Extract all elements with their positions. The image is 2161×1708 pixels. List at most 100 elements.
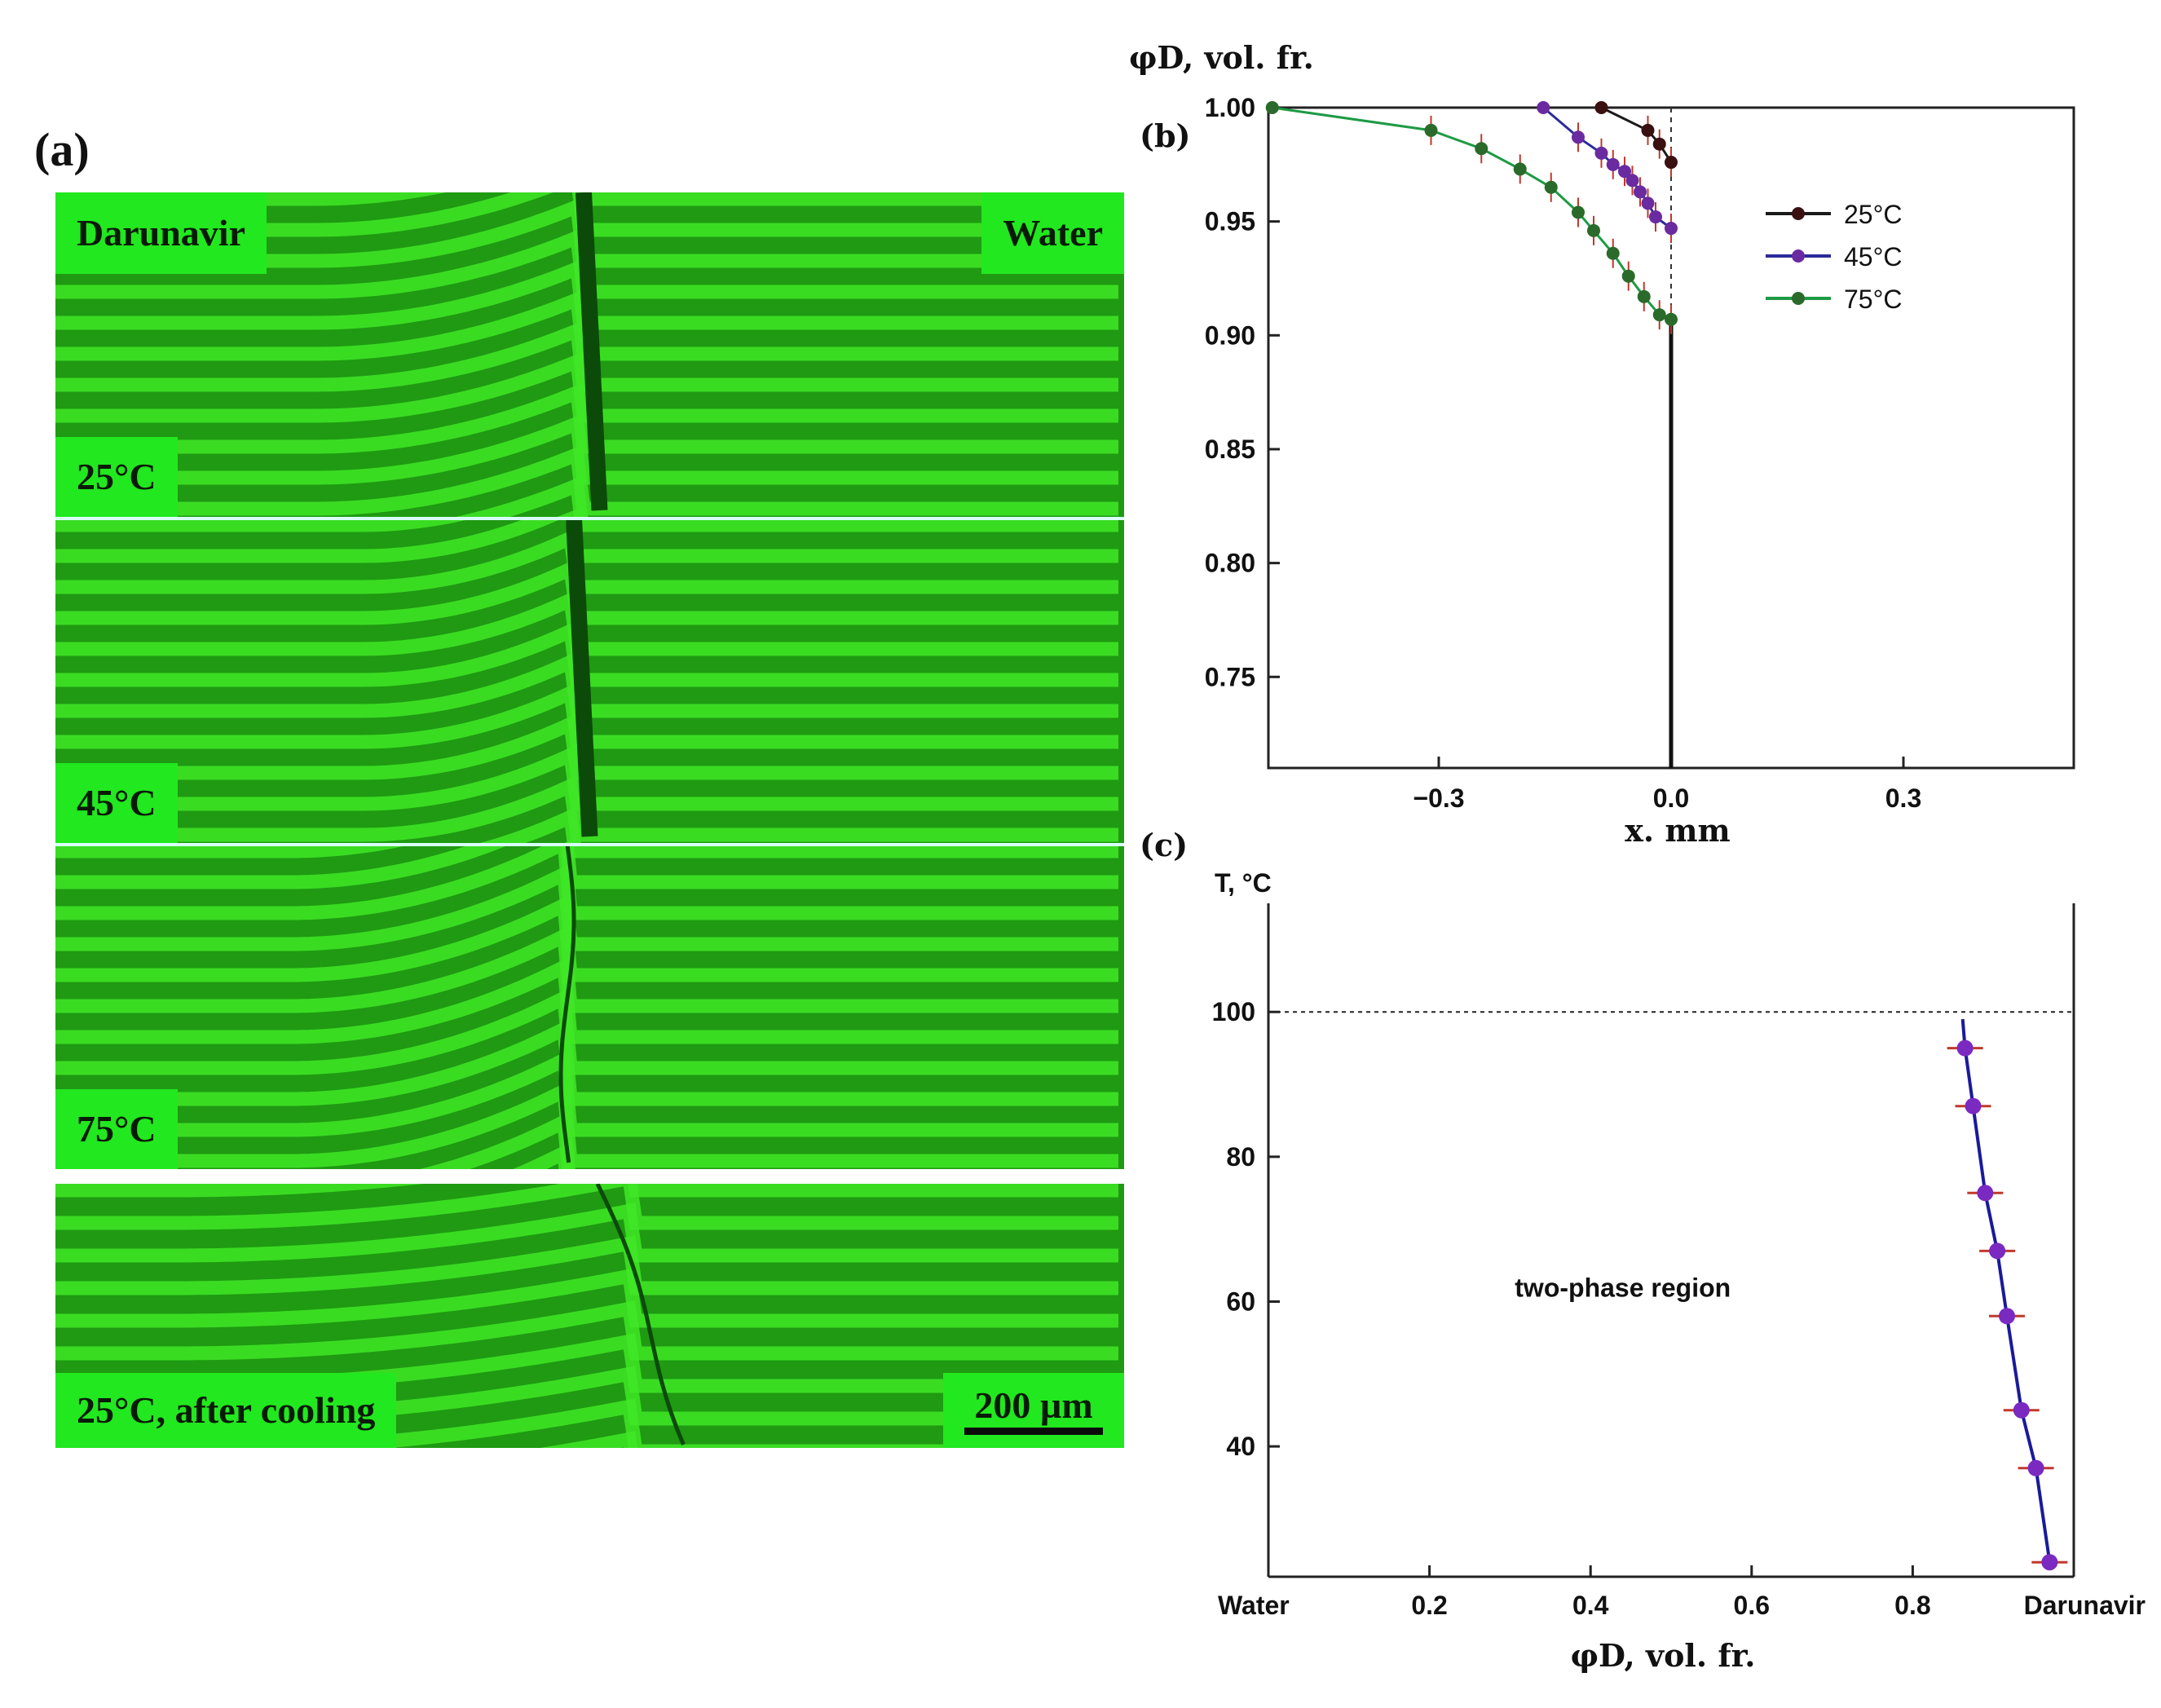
panel-c-xtick-label: 0.4 xyxy=(1572,1591,1609,1620)
interferogram-strip xyxy=(55,845,1124,1169)
fringe-line xyxy=(55,956,1118,1044)
panel-c-point xyxy=(1989,1242,2006,1260)
panel-c-letter: (c) xyxy=(1140,827,1188,863)
panel-b-point xyxy=(1625,174,1639,188)
panel-c-ylabel: T, °C xyxy=(1215,868,1272,898)
panel-c-point xyxy=(2013,1401,2030,1419)
fringe-image xyxy=(55,1184,1118,1448)
panel-b-series-line xyxy=(1272,106,1672,321)
fringe-line xyxy=(55,519,1118,563)
panel-b-point xyxy=(1537,101,1550,114)
fringe-line xyxy=(55,845,1118,858)
scale-bar-label: 200 µm xyxy=(943,1373,1124,1448)
panel-b-legend-marker xyxy=(1792,249,1805,263)
panel-b-point xyxy=(1652,308,1666,322)
panel-b-point xyxy=(1637,289,1651,303)
fringe-line xyxy=(55,1268,1118,1328)
panel-b-ytick-label: 0.75 xyxy=(1205,662,1255,691)
panel-c-ytick-label: 40 xyxy=(1226,1432,1255,1461)
panel-c-ytick-label: 80 xyxy=(1226,1142,1255,1172)
panel-c-xtick-label: Darunavir xyxy=(2024,1591,2146,1620)
panel-b-xtick-label: 0.0 xyxy=(1653,783,1689,813)
panel-b-point xyxy=(1475,142,1488,156)
scale-bar-text: 200 µm xyxy=(974,1384,1093,1426)
fringe-line xyxy=(55,1235,1118,1295)
temperature-label: 45°C xyxy=(55,763,178,843)
fringe-line xyxy=(55,413,1118,485)
panel-b-legend-label: 25°C xyxy=(1844,200,1903,229)
fringe-line xyxy=(540,1431,638,1448)
panel-b-xlabel: x. mm xyxy=(1625,812,1731,849)
fringe-line xyxy=(55,1048,1118,1137)
fringe-line xyxy=(55,845,1118,889)
label-darunavir: Darunavir xyxy=(55,192,267,274)
panel-b-point xyxy=(1621,269,1635,283)
panel-b-ylabel: φD, vol. fr. xyxy=(1129,39,1314,76)
fringe-line xyxy=(55,845,1118,920)
scale-bar-line xyxy=(964,1427,1103,1435)
fringe-line xyxy=(55,1079,1118,1168)
fringe-line xyxy=(55,1203,1118,1263)
panel-b-point xyxy=(1665,312,1678,326)
fringe-line xyxy=(55,519,1118,532)
interface-boundary xyxy=(576,192,608,511)
panel-b-point xyxy=(1265,101,1279,114)
panel-c-ytick-label: 60 xyxy=(1226,1287,1255,1316)
temperature-label: 25°C xyxy=(55,437,178,517)
panel-b-point xyxy=(1424,123,1438,137)
panel-b-point xyxy=(1649,210,1662,224)
interferogram-strip xyxy=(55,519,1124,843)
temperature-label: 25°C, after cooling xyxy=(55,1373,397,1448)
panel-b-point xyxy=(1665,222,1678,236)
interferogram-panel: 25°C 45°C 75°C 25°C, after cooling Darunavir… xyxy=(55,192,1124,1448)
panel-b-legend-marker xyxy=(1792,207,1805,220)
panel-b-point xyxy=(1606,157,1620,171)
fringe-line xyxy=(55,1184,1118,1198)
panel-b-letter: (b) xyxy=(1140,117,1191,154)
strip-separator xyxy=(55,517,1124,520)
interface-boundary xyxy=(595,1184,686,1445)
panel-b-point xyxy=(1572,205,1585,219)
panel-b-ytick-label: 1.00 xyxy=(1205,93,1255,122)
panel-b-ytick-label: 0.90 xyxy=(1205,320,1255,350)
fringe-line xyxy=(55,1017,1118,1106)
fringe-image xyxy=(55,845,1118,1169)
panel-b-series-line xyxy=(1600,106,1673,163)
panel-b-point xyxy=(1544,180,1558,194)
fringe-line xyxy=(55,444,1118,516)
panel-c-point xyxy=(1956,1039,1974,1057)
panel-c-point xyxy=(1998,1308,2015,1325)
interface-boundary xyxy=(566,519,598,837)
fringe-line xyxy=(55,527,1118,594)
panel-b-point xyxy=(1618,165,1631,179)
panel-b-xtick-label: 0.3 xyxy=(1885,783,1921,813)
panel-b-legend-label: 75°C xyxy=(1844,285,1903,314)
fringe-image xyxy=(55,192,1118,517)
panel-b-point xyxy=(1641,196,1655,210)
panel-b-ytick-label: 0.80 xyxy=(1205,549,1255,578)
strip-separator xyxy=(55,843,1124,846)
panel-b-point xyxy=(1652,137,1666,151)
fringe-line xyxy=(55,863,1118,951)
panel-b-point xyxy=(1572,130,1585,144)
panel-b-legend-label: 45°C xyxy=(1844,242,1903,271)
panel-c-point xyxy=(2027,1459,2044,1476)
fringe-line xyxy=(55,1184,1118,1230)
panel-c-point xyxy=(1965,1097,1982,1114)
fringe-line xyxy=(55,1398,1118,1448)
interface-boundary xyxy=(558,845,576,1163)
panel-c-annotation: two-phase region xyxy=(1515,1273,1731,1303)
fringe-line xyxy=(55,986,1118,1075)
panel-b-point xyxy=(1594,101,1608,114)
panel-b-point xyxy=(1634,185,1647,199)
panel-b-point xyxy=(1513,162,1527,176)
fringe-line xyxy=(55,894,1118,982)
panel-b-ytick-label: 0.85 xyxy=(1205,435,1255,464)
panel-b-point xyxy=(1587,223,1600,237)
panel-c-point xyxy=(1977,1185,1994,1202)
panel-b-xtick-label: −0.3 xyxy=(1413,783,1464,813)
fringe-line xyxy=(55,382,1118,454)
panel-b-point xyxy=(1641,123,1655,137)
label-water: Water xyxy=(981,192,1124,274)
